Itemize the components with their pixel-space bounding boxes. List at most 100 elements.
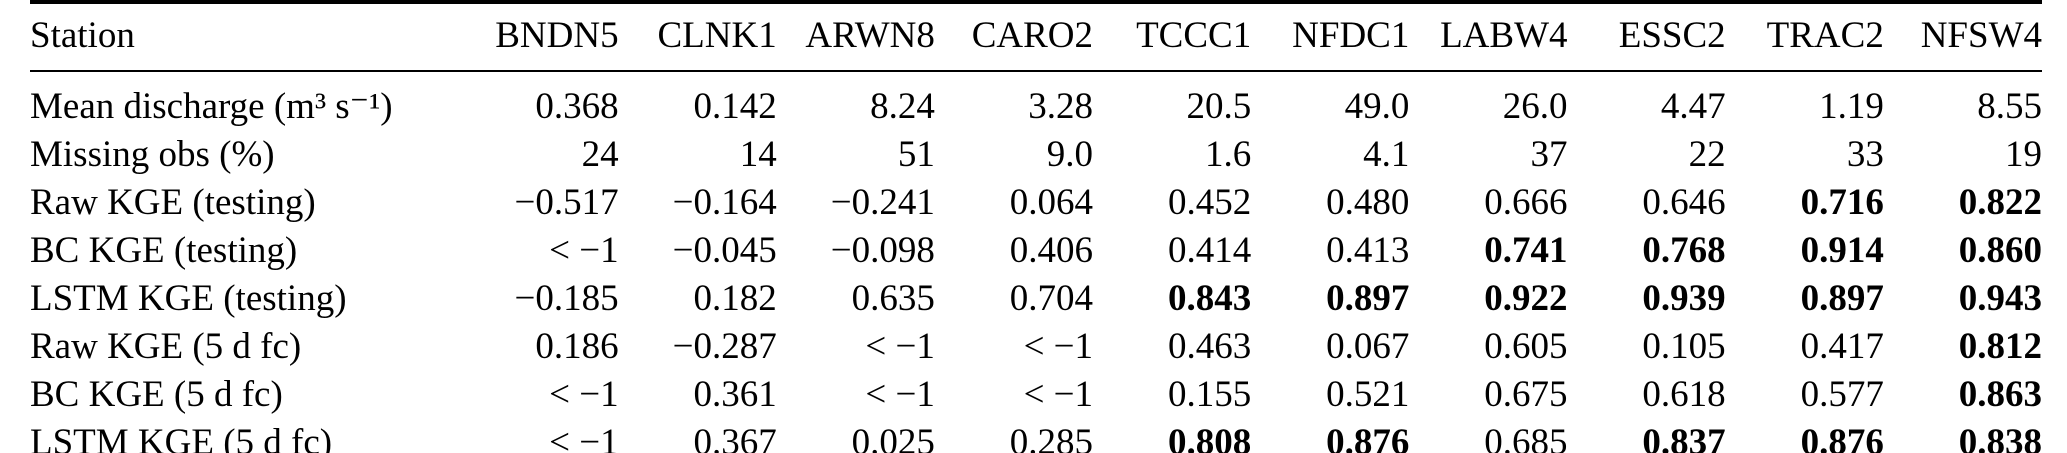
table-cell: −0.517 <box>514 182 619 223</box>
table-cell: < −1 <box>865 374 935 415</box>
header-row: Station BNDN5 CLNK1 ARWN8 CARO2 TCCC1 NFDC1 LAB… <box>30 2 2042 72</box>
table-cell: 0.414 <box>1167 230 1252 271</box>
table-cell: 0.808 <box>1167 422 1252 453</box>
table-cell: 8.55 <box>1977 85 2042 127</box>
table-cell: 0.876 <box>1800 422 1884 453</box>
table-cell: 0.843 <box>1167 278 1252 319</box>
table-cell: 0.361 <box>693 374 777 415</box>
table-cell: 0.417 <box>1800 326 1884 367</box>
table-cell: −0.287 <box>672 326 777 367</box>
table-cell: 0.716 <box>1800 182 1884 223</box>
table-cell: 0.863 <box>1958 374 2042 415</box>
table-cell: 0.666 <box>1484 182 1568 223</box>
table-cell: 14 <box>739 134 777 175</box>
table-cell: 0.675 <box>1484 374 1568 415</box>
table-cell: 0.943 <box>1958 278 2042 319</box>
row-label: Missing obs (%) <box>30 134 275 175</box>
table-cell: 0.406 <box>1009 230 1094 271</box>
table-cell: 0.105 <box>1642 326 1726 367</box>
table-cell: 0.897 <box>1800 278 1884 319</box>
table-cell: 0.452 <box>1167 182 1252 223</box>
table-row: Raw KGE (5 d fc) 0.186 −0.287 < −1 < −1 0.463… <box>30 323 2042 371</box>
table-cell: 0.812 <box>1958 326 2042 367</box>
table-cell: 0.635 <box>851 278 935 319</box>
table-header: Station BNDN5 CLNK1 ARWN8 CARO2 TCCC1 NFDC1 LAB… <box>30 2 2042 72</box>
column-header-station-code: LABW4 <box>1409 2 1568 72</box>
table-cell: 0.897 <box>1326 278 1410 319</box>
table-cell: 0.285 <box>1009 422 1094 453</box>
table-cell: −0.241 <box>830 182 935 223</box>
table-cell: 22 <box>1688 134 1726 175</box>
table-cell: 0.577 <box>1800 374 1884 415</box>
table-cell: 0.704 <box>1009 278 1094 319</box>
column-header-station-code: BNDN5 <box>460 2 619 72</box>
table-cell: 0.368 <box>535 85 619 127</box>
table-cell: 0.838 <box>1958 422 2042 453</box>
row-label: Raw KGE (testing) <box>30 182 316 223</box>
table-cell: 0.822 <box>1958 182 2042 223</box>
table-cell: 0.463 <box>1167 326 1252 367</box>
table-cell: < −1 <box>865 326 935 367</box>
table-cell: 24 <box>581 134 619 175</box>
table-row: BC KGE (5 d fc) < −1 0.361 < −1 < −1 0.155 0.5… <box>30 371 2042 419</box>
table-cell: 0.768 <box>1642 230 1726 271</box>
station-metrics-table: Station BNDN5 CLNK1 ARWN8 CARO2 TCCC1 NFDC1 LAB… <box>30 0 2042 453</box>
table-cell: 4.1 <box>1363 134 1410 175</box>
table-cell: < −1 <box>549 374 619 415</box>
table-cell: 0.605 <box>1484 326 1568 367</box>
row-label: Raw KGE (5 d fc) <box>30 326 302 367</box>
column-header-station-code: ESSC2 <box>1567 2 1726 72</box>
table-cell: 8.24 <box>870 85 935 127</box>
column-header-station-code: TCCC1 <box>1093 2 1252 72</box>
table-cell: 4.47 <box>1660 85 1726 127</box>
table-body: Mean discharge (m³ s⁻¹) 0.368 0.142 8.24 3.2… <box>30 71 2042 453</box>
table-cell: < −1 <box>549 230 619 271</box>
column-header-station: Station <box>30 2 461 72</box>
table-cell: −0.164 <box>672 182 777 223</box>
table-cell: 0.025 <box>851 422 935 453</box>
column-header-station-code: NFDC1 <box>1251 2 1410 72</box>
table-cell: 1.6 <box>1204 134 1252 175</box>
table-cell: 9.0 <box>1046 134 1094 175</box>
table-cell: 49.0 <box>1344 85 1410 127</box>
table-row: LSTM KGE (5 d fc) < −1 0.367 0.025 0.285 0.80… <box>30 419 2042 453</box>
table-cell: 51 <box>897 134 935 175</box>
table-cell: −0.045 <box>672 230 777 271</box>
table-row: Missing obs (%) 24 14 51 9.0 1.6 4.1 37 22 33 19 <box>30 131 2042 179</box>
table-cell: 0.413 <box>1326 230 1410 271</box>
table-cell: 0.480 <box>1326 182 1410 223</box>
table-cell: 20.5 <box>1186 85 1252 127</box>
column-header-station-code: CARO2 <box>934 2 1094 72</box>
table-cell: 3.28 <box>1028 85 1094 127</box>
table-cell: < −1 <box>1023 374 1094 415</box>
table-cell: 33 <box>1846 134 1884 175</box>
row-label: Mean discharge (m³ s⁻¹) <box>30 86 393 127</box>
table-row: Raw KGE (testing) −0.517 −0.164 −0.241 0.064… <box>30 179 2042 227</box>
table-row: LSTM KGE (testing) −0.185 0.182 0.635 0.704 0… <box>30 275 2042 323</box>
column-header-station-code: ARWN8 <box>776 2 935 72</box>
table-cell: 0.646 <box>1642 182 1726 223</box>
table-cell: 0.922 <box>1484 278 1568 319</box>
table-row: Mean discharge (m³ s⁻¹) 0.368 0.142 8.24 3.2… <box>30 71 2042 131</box>
table-cell: 0.142 <box>693 85 777 127</box>
table-cell: 0.876 <box>1326 422 1410 453</box>
table-cell: < −1 <box>549 422 619 453</box>
table-cell: 0.521 <box>1326 374 1410 415</box>
table-cell: 0.741 <box>1484 230 1568 271</box>
table-cell: 0.837 <box>1642 422 1726 453</box>
table-cell: 0.860 <box>1958 230 2042 271</box>
column-header-station-code: TRAC2 <box>1725 2 1884 72</box>
row-label: LSTM KGE (5 d fc) <box>30 422 333 453</box>
table-cell: 0.182 <box>693 278 777 319</box>
column-header-station-code: CLNK1 <box>618 2 777 72</box>
table-cell: 37 <box>1530 134 1568 175</box>
table-cell: −0.098 <box>830 230 935 271</box>
table-cell: 0.367 <box>693 422 777 453</box>
row-label: LSTM KGE (testing) <box>30 278 347 319</box>
table-cell: 0.067 <box>1326 326 1410 367</box>
table-cell: < −1 <box>1023 326 1094 367</box>
column-header-station-code: NFSW4 <box>1883 2 2042 72</box>
row-label: BC KGE (5 d fc) <box>30 374 283 415</box>
table-cell: 0.914 <box>1800 230 1884 271</box>
